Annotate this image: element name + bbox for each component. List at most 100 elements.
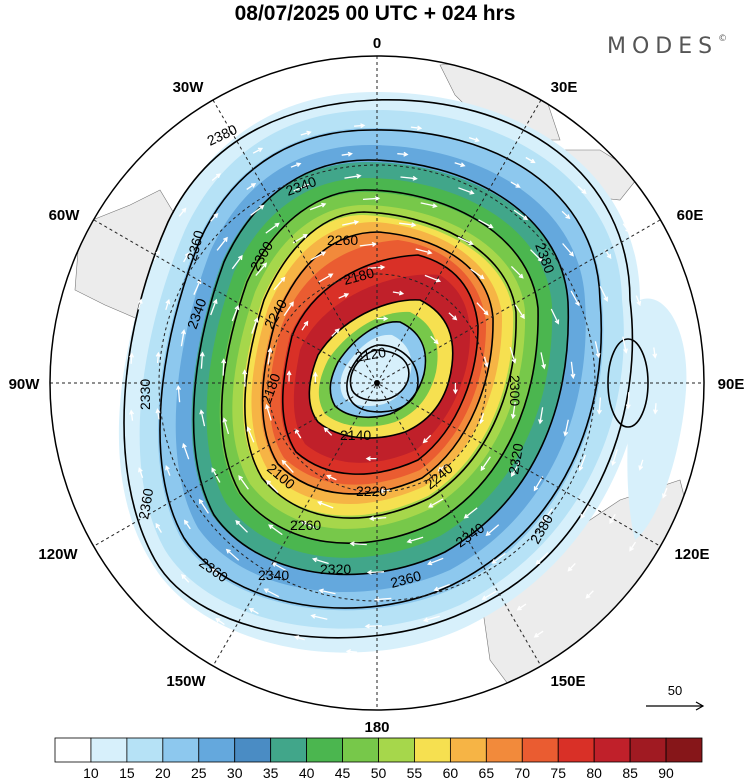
wind-arrow xyxy=(541,508,553,523)
wind-arrow xyxy=(410,125,423,131)
wind-arrow xyxy=(577,185,587,194)
wind-arrow xyxy=(268,524,283,536)
wind-arrow xyxy=(155,408,161,420)
wind-arrow xyxy=(433,583,450,592)
wind-arrow xyxy=(611,449,618,466)
colorbar-swatch xyxy=(629,737,667,763)
colorbar-tick-label: 40 xyxy=(299,765,315,781)
contour-label: 2320 xyxy=(320,561,351,577)
colorbar-swatch xyxy=(378,737,415,763)
wind-arrow xyxy=(312,371,318,383)
wind-arrow xyxy=(312,557,329,565)
contour-label: 2180 xyxy=(342,264,376,288)
lon-label-60e: 60E xyxy=(677,207,704,224)
wind-arrow xyxy=(137,298,143,310)
wind-arrow xyxy=(318,273,334,283)
wind-arrow xyxy=(265,403,272,421)
lon-label-180: 180 xyxy=(364,719,389,736)
wind-arrow xyxy=(367,264,386,270)
wind-arrow xyxy=(181,573,190,583)
wind-arrow xyxy=(216,236,228,251)
wind-arrow xyxy=(341,151,353,157)
wind-arrow xyxy=(231,304,240,322)
wind-arrow xyxy=(211,568,221,577)
wind-arrow xyxy=(420,202,438,209)
contour-2300 xyxy=(244,211,517,519)
contour-2240 xyxy=(281,254,479,475)
wind-arrow xyxy=(235,520,248,533)
wind-arrow xyxy=(155,522,162,533)
wind-arrow xyxy=(392,290,405,296)
wind-arrow xyxy=(540,352,547,370)
colorbar-swatch xyxy=(54,737,92,763)
meridian-30w-150e xyxy=(212,99,542,667)
wind-arrow xyxy=(242,369,248,387)
wind-arrow xyxy=(399,222,417,228)
wind-arrow xyxy=(251,317,259,334)
wind-arrow xyxy=(310,251,327,261)
wind-arrow xyxy=(225,548,240,561)
contour-2340 xyxy=(192,159,570,576)
wind-arrow xyxy=(418,678,430,684)
colorbar-tick-label: 30 xyxy=(227,765,243,781)
contour-2380 xyxy=(123,99,634,639)
wind-arrow xyxy=(248,608,259,615)
wind-arrow xyxy=(182,442,190,460)
colorbar-swatch xyxy=(414,737,451,763)
wind-arrow xyxy=(460,632,472,639)
wind-arrow xyxy=(567,562,576,572)
colorbar-swatch xyxy=(270,737,308,763)
colorbar-swatch xyxy=(306,737,343,763)
wind-arrow xyxy=(246,183,257,190)
map-title: 08/07/2025 00 UTC + 024 hrs xyxy=(234,2,516,25)
reference-vector-label: 50 xyxy=(668,683,682,698)
wind-arrow xyxy=(265,222,280,234)
wind-arrow xyxy=(452,383,458,395)
wind-arrow xyxy=(599,286,608,302)
colorbar-tick-label: 60 xyxy=(443,765,459,781)
wind-arrow xyxy=(562,243,575,257)
wind-arrow xyxy=(491,552,506,564)
wind-arrow xyxy=(293,635,305,641)
wind-arrow xyxy=(267,347,273,365)
wind-arrow xyxy=(129,409,135,421)
colorbar-swatch xyxy=(557,737,595,763)
wind-arrow xyxy=(509,347,517,364)
wind-arrow xyxy=(199,351,205,369)
wind-arrow xyxy=(481,590,497,600)
wind-arrow xyxy=(437,463,447,472)
wind-arrow xyxy=(511,461,521,477)
wind-arrow xyxy=(180,329,186,347)
wind-arrow xyxy=(561,210,571,220)
wind-arrow xyxy=(510,181,521,188)
wind-arrow xyxy=(478,219,494,229)
wind-speed-fill xyxy=(118,92,687,653)
lon-label-120w: 120W xyxy=(38,546,78,563)
wind-arrow xyxy=(402,648,414,654)
wind-arrow xyxy=(625,392,631,410)
colorbar-tick-label: 50 xyxy=(371,765,387,781)
colorbar-tick-labels: 10 15 20 25 30 35 40 45 50 55 60 65 70 75 80 85 90 xyxy=(83,765,674,781)
colorbar-swatch xyxy=(485,737,523,763)
wind-arrow xyxy=(165,465,171,476)
wind-arrow xyxy=(457,236,474,246)
colorbar-tick-label: 75 xyxy=(550,765,566,781)
wind-arrow xyxy=(210,212,219,222)
wind-arrow xyxy=(533,630,544,638)
colorbar-swatch xyxy=(593,737,631,763)
wind-arrow xyxy=(638,459,644,471)
wind-arrow xyxy=(300,130,312,136)
wind-arrow xyxy=(362,196,381,202)
wind-arrow xyxy=(622,223,630,233)
wind-arrow xyxy=(338,293,350,299)
wind-arrow xyxy=(622,336,628,354)
wind-arrow xyxy=(221,358,227,376)
colorbar-tick-label: 15 xyxy=(119,765,135,781)
colorbar-tick-label: 65 xyxy=(479,765,495,781)
wind-arrow xyxy=(533,476,544,492)
wind-arrow xyxy=(290,162,302,168)
wind-arrow xyxy=(538,407,544,425)
contour-label: 2360 xyxy=(389,567,423,591)
contour-label: 2120 xyxy=(354,344,388,365)
lon-label-120e: 120E xyxy=(674,546,709,563)
